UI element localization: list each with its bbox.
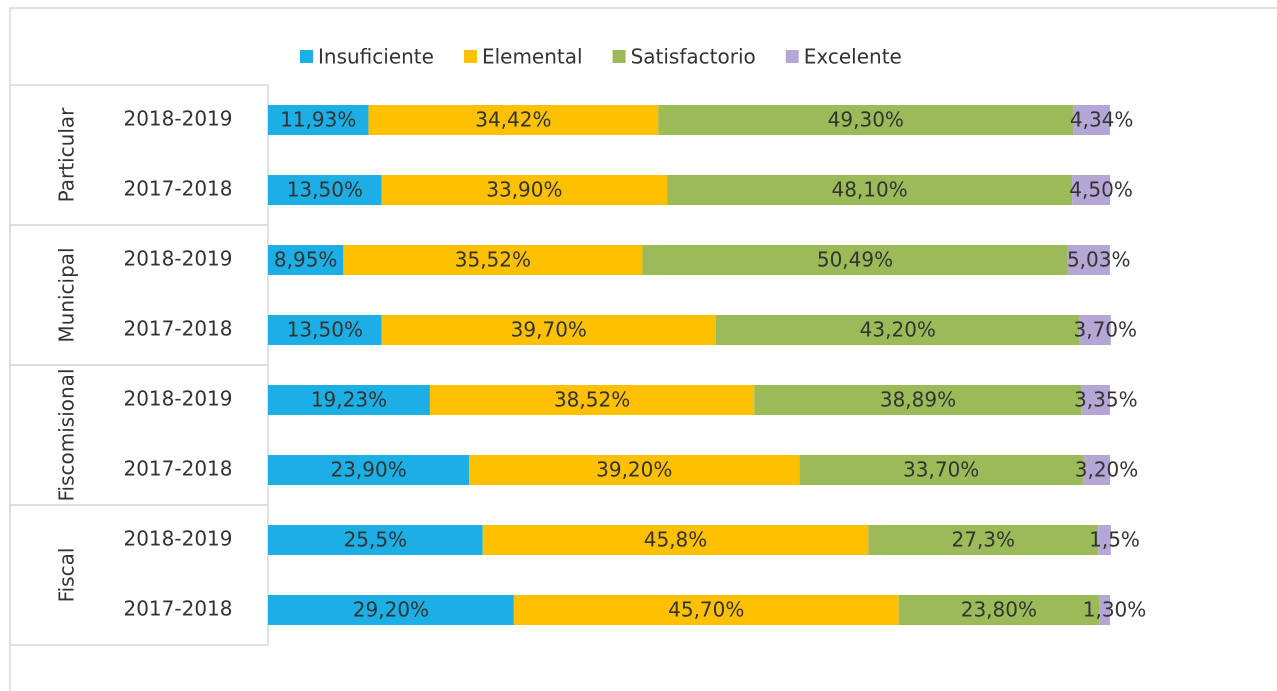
bar-segment xyxy=(482,525,869,555)
bar-segment xyxy=(1083,455,1110,485)
data-label: 27,3% xyxy=(952,528,1016,552)
legend-label: Satisfactorio xyxy=(631,45,756,69)
bar-segment xyxy=(754,385,1082,415)
legend-label: Elemental xyxy=(482,45,583,69)
group-box xyxy=(9,504,269,646)
data-label: 39,70% xyxy=(511,318,587,342)
data-label: 23,90% xyxy=(330,458,406,482)
legend-swatch xyxy=(785,50,799,63)
data-label: 19,23% xyxy=(311,388,387,412)
data-label: 34,42% xyxy=(475,108,551,132)
bar-segment xyxy=(1081,385,1110,415)
data-label: 3,20% xyxy=(1075,458,1139,482)
y-tick-label: 2017-2018 xyxy=(123,177,232,201)
data-label: 25,5% xyxy=(344,528,408,552)
bar-segment xyxy=(381,175,668,205)
legend-swatch xyxy=(300,50,313,63)
group-label: Particular xyxy=(55,107,79,203)
data-label: 38,89% xyxy=(880,388,956,412)
bar-segment xyxy=(268,525,483,555)
bar-segment xyxy=(1098,525,1111,555)
data-label: 49,30% xyxy=(828,108,904,132)
bar-segment xyxy=(799,455,1084,485)
bar-segment xyxy=(268,455,470,485)
y-tick-label: 2017-2018 xyxy=(123,457,232,481)
bar-segment xyxy=(381,315,716,345)
data-label: 45,8% xyxy=(644,528,708,552)
data-label: 35,52% xyxy=(455,248,531,272)
legend-label: Insuficiente xyxy=(318,45,434,69)
legend-swatch xyxy=(463,50,477,63)
bar-segment xyxy=(1073,105,1110,135)
data-label: 4,34% xyxy=(1070,108,1134,132)
y-tick-label: 2017-2018 xyxy=(123,597,232,621)
y-tick-label: 2017-2018 xyxy=(123,317,232,341)
data-label: 29,20% xyxy=(353,598,429,622)
y-tick-label: 2018-2019 xyxy=(123,527,232,551)
bar-segment xyxy=(268,245,344,275)
data-label: 13,50% xyxy=(287,178,363,202)
bar-segment xyxy=(429,385,755,415)
data-label: 1,5% xyxy=(1089,528,1140,552)
bar-segment xyxy=(268,315,382,345)
bar-segment xyxy=(658,105,1074,135)
data-label: 33,90% xyxy=(486,178,562,202)
y-tick-label: 2018-2019 xyxy=(123,387,232,411)
data-label: 48,10% xyxy=(831,178,907,202)
bar-segment xyxy=(268,105,369,135)
bar-segment xyxy=(513,595,899,625)
y-tick-label: 2018-2019 xyxy=(123,107,232,131)
data-label: 11,93% xyxy=(280,108,356,132)
data-label: 38,52% xyxy=(554,388,630,412)
bar-segment xyxy=(1072,175,1110,205)
data-label: 3,70% xyxy=(1073,318,1137,342)
data-label: 50,49% xyxy=(817,248,893,272)
bar-segment xyxy=(868,525,1099,555)
bar-segment xyxy=(268,595,514,625)
bar-segment xyxy=(898,595,1100,625)
data-label: 1,30% xyxy=(1083,598,1147,622)
data-label: 43,20% xyxy=(860,318,936,342)
data-label: 8,95% xyxy=(274,248,338,272)
bar-segment xyxy=(469,455,800,485)
bar-segment xyxy=(642,245,1068,275)
data-label: 33,70% xyxy=(903,458,979,482)
data-label: 39,20% xyxy=(596,458,672,482)
y-tick-label: 2018-2019 xyxy=(123,247,232,271)
bar-segment xyxy=(1079,315,1111,345)
data-label: 23,80% xyxy=(961,598,1037,622)
bar-segment xyxy=(1099,595,1110,625)
data-label: 45,70% xyxy=(668,598,744,622)
group-label: Municipal xyxy=(55,247,79,342)
bar-segment xyxy=(268,175,382,205)
bar-segment xyxy=(368,105,659,135)
bar-segment xyxy=(1067,245,1110,275)
bar-segment xyxy=(268,385,430,415)
data-label: 5,03% xyxy=(1067,248,1131,272)
legend-swatch xyxy=(612,50,626,63)
bar-segment xyxy=(343,245,643,275)
data-label: 13,50% xyxy=(287,318,363,342)
group-label: Fiscomisional xyxy=(55,369,79,502)
data-label: 4,50% xyxy=(1069,178,1133,202)
bar-segment xyxy=(667,175,1073,205)
bar-segment xyxy=(715,315,1080,345)
legend-label: Excelente xyxy=(804,45,902,69)
data-label: 3,35% xyxy=(1074,388,1138,412)
group-label: Fiscal xyxy=(55,548,79,603)
